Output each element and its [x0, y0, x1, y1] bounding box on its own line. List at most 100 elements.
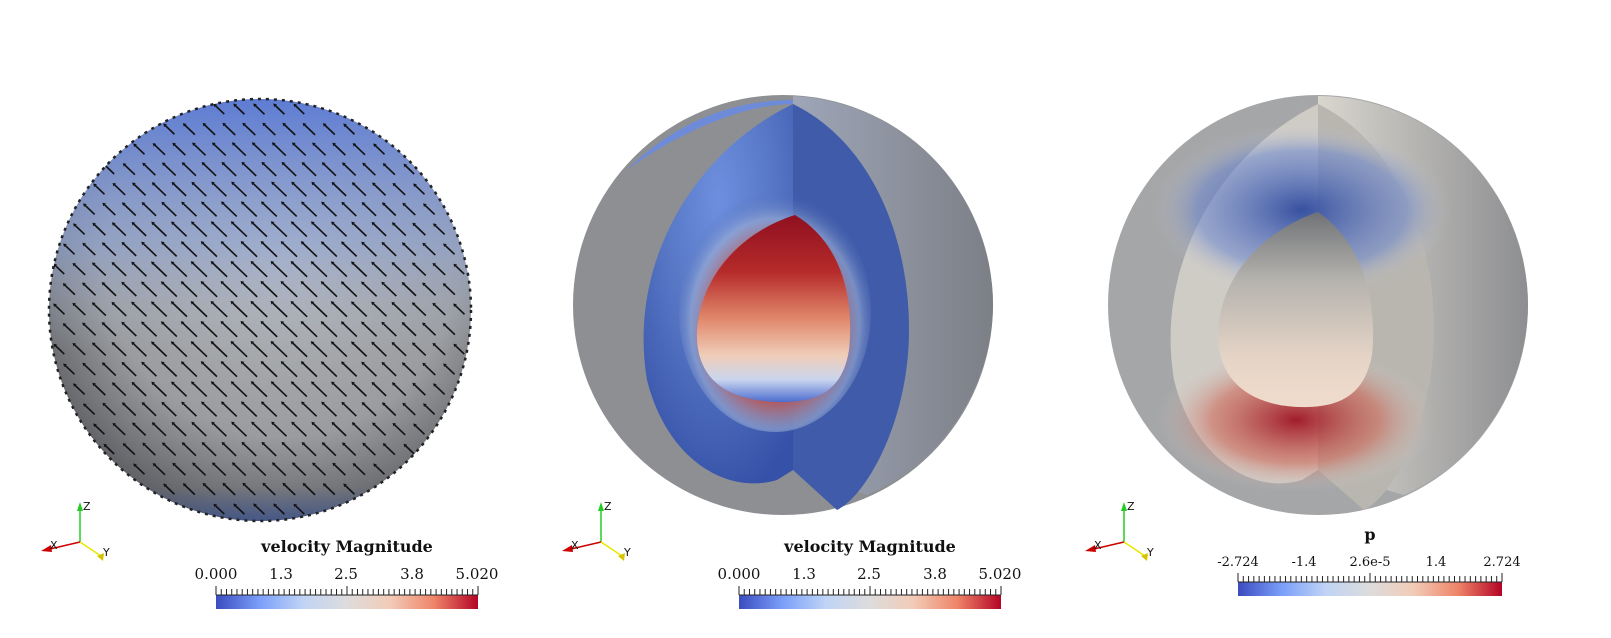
velocity-glyph-head: [73, 383, 77, 387]
velocity-glyph-head: [373, 463, 377, 468]
velocity-glyph: [264, 124, 276, 136]
velocity-glyph: [343, 163, 357, 177]
velocity-glyph-head: [93, 423, 97, 428]
velocity-glyph-head: [111, 261, 116, 266]
velocity-glyph: [254, 505, 266, 515]
velocity-glyph: [64, 365, 76, 375]
velocity-glyph-head: [401, 362, 406, 366]
velocity-glyph-head: [412, 222, 416, 227]
velocity-glyph-head: [402, 202, 407, 207]
velocity-glyph: [312, 382, 328, 398]
velocity-glyph-head: [253, 503, 257, 508]
colorbar[interactable]: [737, 585, 1003, 609]
velocity-glyph: [55, 345, 65, 355]
velocity-glyph: [104, 404, 116, 416]
velocity-glyph: [204, 124, 216, 136]
velocity-glyph: [105, 445, 115, 455]
velocity-glyph-head: [231, 421, 235, 426]
velocity-glyph-head: [422, 362, 427, 367]
velocity-glyph: [372, 303, 388, 317]
velocity-glyph-head: [240, 241, 245, 245]
render-view-3[interactable]: Z X Y: [1074, 0, 1611, 638]
velocity-glyph: [64, 284, 76, 296]
velocity-glyph-head: [122, 163, 127, 167]
velocity-glyph: [242, 202, 258, 218]
velocity-glyph: [342, 322, 358, 338]
velocity-glyph-head: [432, 302, 437, 307]
velocity-glyph: [273, 143, 287, 157]
velocity-glyph-head: [291, 462, 296, 466]
velocity-glyph-head: [321, 401, 325, 406]
velocity-glyph: [313, 464, 327, 476]
velocity-glyph-head: [180, 241, 185, 245]
velocity-glyph: [302, 322, 318, 338]
velocity-glyph: [272, 222, 288, 238]
velocity-glyph: [283, 163, 297, 177]
velocity-glyph: [324, 124, 336, 136]
velocity-glyph-head: [63, 363, 67, 368]
velocity-glyph-head: [281, 401, 285, 405]
velocity-glyph: [262, 402, 278, 418]
velocity-glyph: [233, 463, 247, 477]
velocity-glyph-head: [391, 382, 396, 386]
velocity-glyph: [163, 443, 177, 457]
velocity-glyph-head: [82, 242, 87, 247]
velocity-glyph: [203, 443, 217, 457]
velocity-glyph-head: [290, 221, 295, 225]
velocity-glyph-head: [211, 142, 216, 146]
render-view-2[interactable]: Z X Y: [537, 0, 1074, 638]
velocity-glyph: [133, 343, 147, 357]
velocity-glyph-head: [171, 381, 175, 386]
velocity-glyph-head: [241, 441, 246, 446]
velocity-glyph: [444, 284, 456, 296]
velocity-glyph-head: [102, 202, 107, 207]
velocity-glyph-head: [310, 221, 315, 225]
velocity-glyph: [133, 424, 147, 436]
velocity-glyph-head: [343, 483, 347, 488]
velocity-glyph: [342, 363, 358, 377]
velocity-glyph: [93, 263, 107, 277]
velocity-glyph: [222, 403, 238, 417]
velocity-glyph-head: [171, 421, 176, 426]
velocity-glyph: [193, 423, 207, 437]
velocity-glyph: [232, 262, 248, 278]
velocity-glyph: [162, 282, 178, 298]
velocity-glyph-head: [182, 483, 187, 487]
velocity-glyph: [153, 223, 167, 237]
velocity-glyph-head: [150, 301, 155, 305]
velocity-glyph: [403, 323, 417, 337]
velocity-glyph: [213, 423, 227, 437]
velocity-glyph-head: [190, 301, 195, 305]
velocity-glyph-head: [271, 181, 275, 186]
velocity-glyph: [123, 283, 137, 297]
colorbar[interactable]: [1236, 572, 1504, 596]
velocity-glyph: [213, 463, 227, 477]
velocity-glyph-head: [131, 221, 136, 226]
velocity-glyph: [152, 343, 168, 357]
velocity-glyph: [113, 383, 127, 397]
velocity-glyph: [403, 243, 417, 257]
velocity-glyph: [94, 185, 106, 195]
velocity-glyph-head: [82, 362, 87, 367]
velocity-glyph-head: [230, 381, 235, 385]
velocity-glyph: [332, 262, 348, 278]
velocity-glyph-head: [170, 301, 175, 305]
velocity-glyph: [373, 184, 387, 196]
render-view-1[interactable]: Z X Y: [0, 0, 537, 638]
velocity-glyph: [284, 124, 296, 136]
colorbar-title: velocity Magnitude: [784, 537, 956, 556]
velocity-glyph: [103, 283, 117, 297]
velocity-glyph: [143, 203, 157, 217]
velocity-glyph-head: [340, 321, 345, 325]
velocity-glyph-head: [200, 281, 205, 285]
velocity-glyph: [332, 383, 348, 397]
velocity-glyph-head: [112, 422, 117, 427]
velocity-glyph-head: [382, 443, 387, 447]
velocity-glyph: [322, 362, 338, 378]
velocity-glyph-head: [102, 402, 107, 407]
velocity-glyph-head: [200, 361, 205, 365]
velocity-glyph-head: [192, 462, 196, 467]
velocity-glyph: [354, 144, 366, 156]
colorbar-tick-label: 0.000: [194, 565, 238, 583]
colorbar[interactable]: [214, 585, 480, 609]
